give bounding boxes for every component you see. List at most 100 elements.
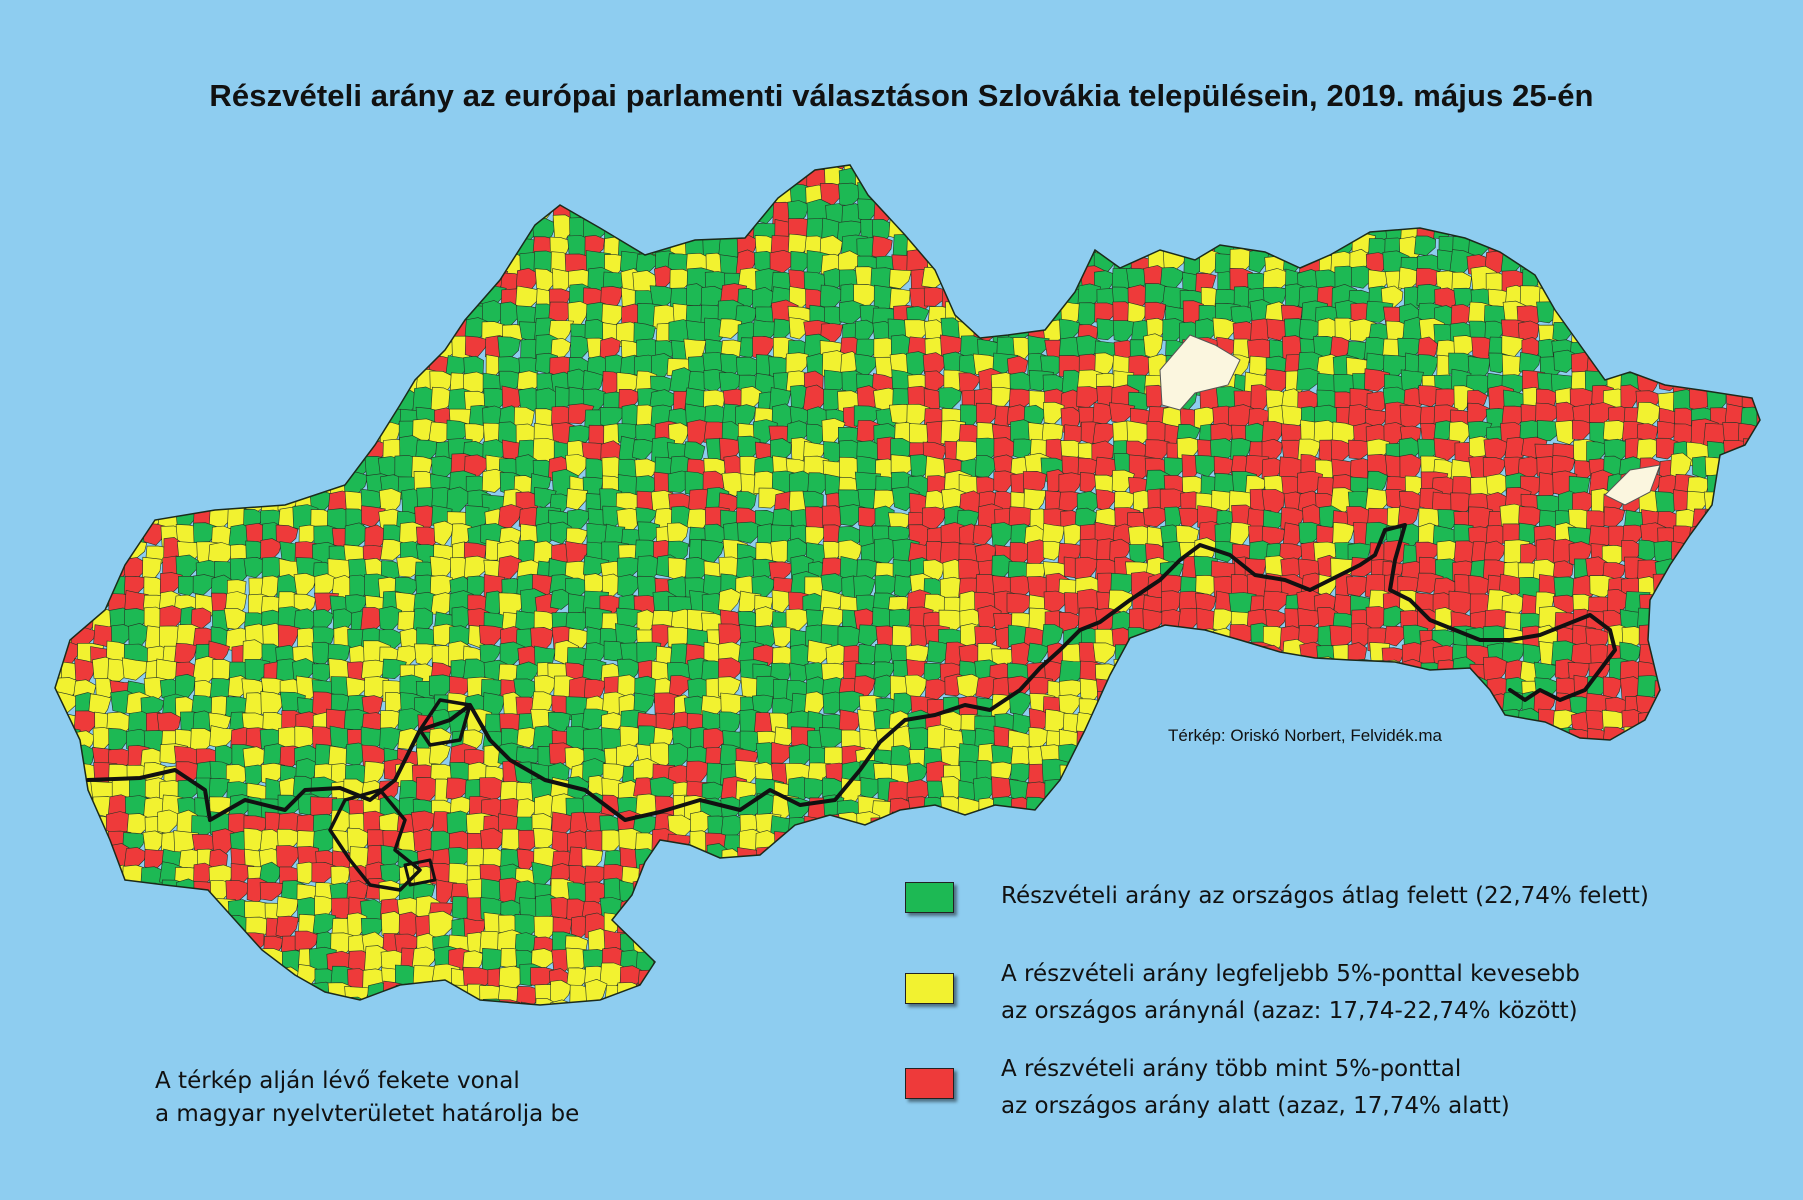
municipality-cell (905, 951, 931, 972)
municipality-cell (1586, 199, 1615, 224)
municipality-cell (161, 422, 186, 446)
municipality-cell (1146, 679, 1169, 706)
municipality-cell (124, 255, 152, 282)
municipality-cell (1280, 758, 1306, 784)
municipality-cell (1113, 165, 1134, 179)
municipality-cell (1653, 847, 1678, 872)
municipality-cell (686, 950, 708, 975)
municipality-cell (653, 963, 674, 991)
municipality-cell (399, 202, 426, 225)
municipality-cell (297, 202, 325, 229)
municipality-cell (1670, 882, 1696, 910)
municipality-cell (1197, 202, 1223, 227)
municipality-cell (652, 168, 678, 194)
municipality-cell (1758, 860, 1760, 885)
municipality-cell (635, 184, 658, 209)
municipality-cell (173, 286, 201, 310)
municipality-cell (281, 237, 306, 263)
municipality-cell (1432, 847, 1456, 873)
municipality-cell (1317, 218, 1345, 242)
municipality-cell (1482, 932, 1508, 956)
municipality-cell (1619, 834, 1647, 859)
municipality-cell (55, 592, 63, 620)
municipality-cell (684, 850, 712, 878)
municipality-cell (73, 865, 99, 892)
municipality-cell (1738, 744, 1760, 767)
municipality-cell (1536, 235, 1563, 258)
municipality-cell (224, 236, 247, 264)
municipality-cell (1708, 810, 1729, 838)
municipality-cell (1518, 352, 1541, 375)
municipality-cell (1336, 165, 1361, 176)
municipality-cell (468, 168, 493, 194)
municipality-cell (1623, 931, 1649, 955)
municipality-cell (397, 340, 421, 366)
municipality-cell (1585, 742, 1609, 771)
municipality-cell (94, 165, 115, 173)
municipality-cell (245, 165, 273, 177)
municipality-cell (228, 392, 256, 415)
municipality-cell (1471, 777, 1492, 804)
municipality-cell (294, 353, 318, 377)
municipality-cell (1182, 814, 1207, 840)
municipality-cell (483, 181, 510, 206)
municipality-cell (413, 252, 437, 276)
municipality-cell (277, 370, 301, 398)
municipality-cell (1656, 728, 1680, 756)
municipality-cell (1488, 827, 1511, 854)
municipality-cell (752, 335, 777, 360)
municipality-cell (1059, 764, 1084, 793)
municipality-cell (686, 198, 710, 229)
municipality-cell (617, 165, 643, 172)
municipality-cell (1675, 356, 1700, 382)
municipality-cell (1147, 165, 1170, 175)
municipality-cell (1180, 936, 1205, 957)
municipality-cell (71, 525, 98, 551)
municipality-cell (345, 286, 372, 310)
municipality-cell (1691, 898, 1713, 925)
municipality-cell (61, 968, 88, 993)
municipality-cell (1302, 184, 1328, 208)
municipality-cell (1417, 792, 1442, 817)
municipality-cell (1569, 198, 1592, 227)
municipality-cell (1398, 676, 1426, 703)
municipality-cell (993, 268, 1018, 293)
municipality-cell (1213, 202, 1237, 227)
municipality-cell (1128, 165, 1155, 176)
municipality-cell (1553, 251, 1576, 277)
municipality-cell (412, 288, 436, 311)
municipality-cell (1452, 742, 1477, 771)
municipality-cell (312, 288, 331, 312)
municipality-cell (261, 168, 283, 192)
municipality-cell (226, 964, 251, 992)
municipality-cell (1758, 879, 1760, 905)
municipality-cell (332, 388, 359, 411)
municipality-cell (258, 948, 286, 974)
municipality-cell (378, 300, 402, 325)
municipality-cell (905, 832, 929, 858)
municipality-cell (1417, 743, 1441, 768)
municipality-cell (1177, 627, 1203, 652)
municipality-cell (1723, 799, 1748, 821)
municipality-cell (922, 165, 944, 191)
municipality-cell (826, 864, 850, 890)
municipality-cell (1738, 917, 1760, 942)
municipality-cell (891, 165, 919, 172)
municipality-cell (565, 488, 588, 511)
municipality-cell (990, 829, 1019, 855)
municipality-cell (771, 946, 799, 973)
municipality-cell (1706, 609, 1730, 632)
municipality-cell (992, 846, 1015, 872)
municipality-cell (567, 165, 592, 178)
municipality-cell (1365, 810, 1387, 838)
municipality-cell (315, 220, 337, 247)
municipality-cell (977, 915, 1000, 941)
municipality-cell (1620, 253, 1646, 280)
municipality-cell (758, 931, 780, 958)
municipality-cell (55, 933, 64, 957)
municipality-cell (484, 220, 507, 243)
municipality-cell (1330, 439, 1351, 463)
municipality-cell (484, 201, 506, 225)
municipality-cell (208, 475, 234, 500)
municipality-cell (125, 186, 153, 212)
